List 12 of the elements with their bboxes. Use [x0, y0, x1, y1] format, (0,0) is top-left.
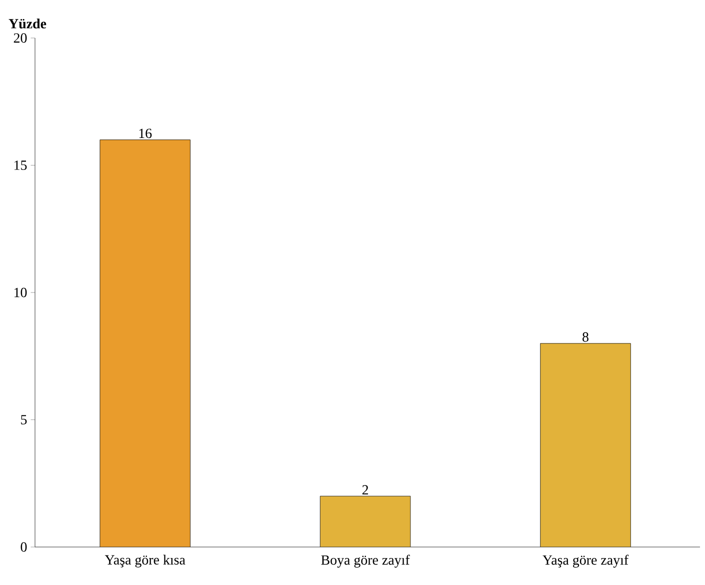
data-label: 2 [362, 485, 368, 494]
x-tick-label: Yaşa göre zayıf [542, 554, 629, 568]
data-label: 16 [139, 128, 152, 138]
y-tick-label: 0 [20, 542, 27, 552]
y-tick-label: 20 [14, 33, 27, 43]
x-tick-label: Yaşa göre kısa [104, 554, 186, 568]
y-tick-label: 5 [21, 415, 27, 424]
x-tick-label: Boya göre zayıf [321, 554, 410, 568]
data-label: 8 [582, 332, 588, 342]
y-tick-label: 10 [14, 288, 27, 298]
y-axis-title: Yüzde [8, 18, 46, 28]
y-tick-label: 15 [14, 160, 27, 170]
